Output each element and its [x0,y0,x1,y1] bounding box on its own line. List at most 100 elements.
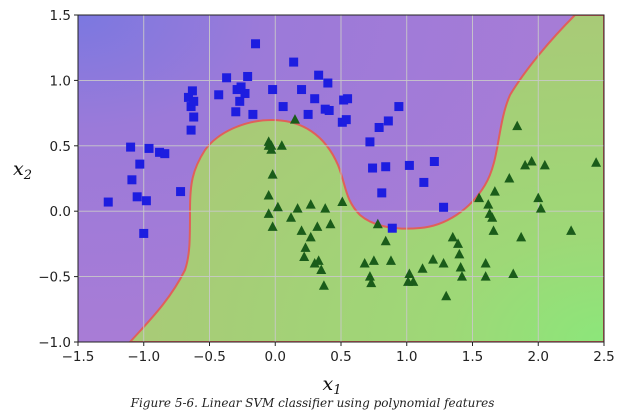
data-point-triangle [263,190,274,200]
data-point-triangle [318,280,329,290]
x-tick-label: −1.0 [127,349,160,365]
data-point-triangle [441,290,452,301]
data-point-triangle [591,157,602,167]
data-point-triangle [539,159,550,170]
y-tick-label: 0.0 [50,204,71,220]
data-point-triangle [566,225,577,235]
data-point-square [176,187,186,197]
data-point-triangle [533,192,544,203]
data-point-square [429,156,439,166]
data-point-square [377,188,387,198]
data-point-triangle [300,242,311,252]
data-point-triangle [480,271,491,281]
data-point-triangle [516,231,527,242]
data-point-square [243,71,253,81]
data-point-square [236,82,246,92]
data-point-square [222,73,232,83]
data-point-square [404,160,414,170]
data-point-triangle [313,255,324,265]
data-point-square [189,112,199,122]
blue-square-series [103,39,449,238]
data-point-square [387,223,397,233]
data-point-square [189,96,199,106]
data-point-square [187,86,197,96]
figure-caption: Figure 5-6. Linear SVM classifier using … [130,396,495,410]
data-point-triangle [359,258,370,268]
data-point-square [141,196,151,206]
y-tick-label: 0.5 [50,139,71,155]
data-point-square [144,143,154,153]
x-tick-label: 2.5 [593,349,614,365]
x-tick-label: 2.0 [528,349,549,365]
data-point-triangle [508,268,519,278]
data-point-square [186,125,196,135]
data-point-triangle [267,221,278,231]
data-point-triangle [325,218,336,229]
data-point-square [240,88,250,98]
data-point-triangle [263,208,274,218]
data-point-triangle [447,231,458,242]
data-point-triangle [267,169,278,179]
data-point-square [439,202,449,212]
x-tick-label: 1.5 [462,349,483,365]
data-point-triangle [276,140,287,150]
data-point-triangle [455,261,466,272]
data-point-square [103,197,113,207]
data-point-triangle [289,114,300,124]
data-point-triangle [385,255,396,265]
data-point-triangle [305,199,316,209]
data-point-square [155,147,165,157]
data-point-triangle [296,225,307,235]
data-point-triangle [453,238,464,248]
plot-area [78,15,604,342]
data-point-triangle [316,264,327,275]
data-point-square [278,102,288,112]
y-tick-label: 1.5 [50,8,71,24]
data-point-triangle [292,203,303,213]
y-tick-label: −1.0 [38,335,71,351]
data-point-square [297,85,307,95]
data-point-triangle [312,221,323,231]
data-point-triangle [404,268,415,278]
data-point-triangle [438,258,449,268]
data-point-square [183,92,193,102]
data-point-triangle [417,263,428,273]
data-point-square [126,142,136,152]
data-point-triangle [474,192,485,203]
data-point-square [235,96,245,106]
x-axis-ticks: −1.5 −1.0 −0.5 0.0 0.5 1.0 1.5 2.0 2.5 [62,342,615,365]
chart: −1.5 −1.0 −0.5 0.0 0.5 1.0 1.5 2.0 2.5 −1.0−0.50… [13,8,615,395]
data-point-triangle [368,255,379,265]
data-point-square [365,137,375,147]
data-point-square [314,70,324,80]
data-point-square [214,90,224,100]
data-point-square [135,159,145,169]
data-point-square [394,102,404,112]
data-point-square [419,177,429,187]
data-point-triangle [272,201,283,212]
data-point-square [374,122,384,132]
data-point-square [289,57,299,67]
data-point-triangle [337,196,348,207]
y-axis-label: x2 [13,158,32,183]
data-point-square [310,94,320,104]
data-point-triangle [512,120,523,131]
data-point-square [324,105,334,115]
x-axis-label: x1 [323,373,342,395]
data-point-triangle [408,276,419,286]
data-point-triangle [488,225,499,235]
data-point-triangle [286,212,297,222]
data-point-square [323,78,333,88]
data-point-square [160,149,170,159]
data-point-triangle [364,271,375,281]
data-point-square [268,85,278,95]
data-point-triangle [372,218,383,229]
data-point-triangle [299,251,310,261]
data-point-triangle [535,203,546,213]
data-point-triangle [305,231,316,242]
data-point-square [368,163,378,173]
x-tick-label: 0.5 [330,349,351,365]
data-point-square [132,192,142,202]
data-point-square [248,109,258,119]
data-point-triangle [489,186,500,196]
